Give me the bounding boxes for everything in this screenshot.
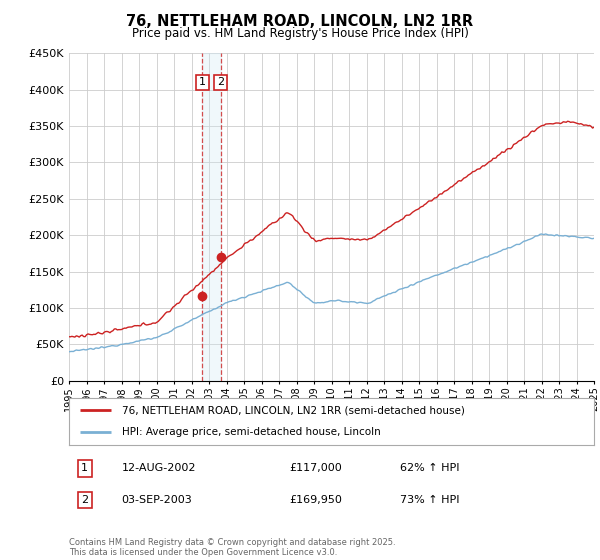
Text: 03-SEP-2003: 03-SEP-2003 [121, 495, 192, 505]
Text: 1: 1 [81, 464, 88, 473]
Text: 2: 2 [217, 77, 224, 87]
Text: 12-AUG-2002: 12-AUG-2002 [121, 464, 196, 473]
Text: 73% ↑ HPI: 73% ↑ HPI [400, 495, 459, 505]
Text: 76, NETTLEHAM ROAD, LINCOLN, LN2 1RR: 76, NETTLEHAM ROAD, LINCOLN, LN2 1RR [127, 14, 473, 29]
Text: HPI: Average price, semi-detached house, Lincoln: HPI: Average price, semi-detached house,… [121, 427, 380, 437]
Text: 1: 1 [199, 77, 206, 87]
Text: 62% ↑ HPI: 62% ↑ HPI [400, 464, 459, 473]
Text: £117,000: £117,000 [290, 464, 342, 473]
Text: 2: 2 [81, 495, 88, 505]
Text: Price paid vs. HM Land Registry's House Price Index (HPI): Price paid vs. HM Land Registry's House … [131, 27, 469, 40]
Bar [202, 53, 221, 381]
Text: Contains HM Land Registry data © Crown copyright and database right 2025.
This d: Contains HM Land Registry data © Crown c… [69, 538, 395, 557]
Text: £169,950: £169,950 [290, 495, 343, 505]
Text: 76, NETTLEHAM ROAD, LINCOLN, LN2 1RR (semi-detached house): 76, NETTLEHAM ROAD, LINCOLN, LN2 1RR (se… [121, 405, 464, 416]
